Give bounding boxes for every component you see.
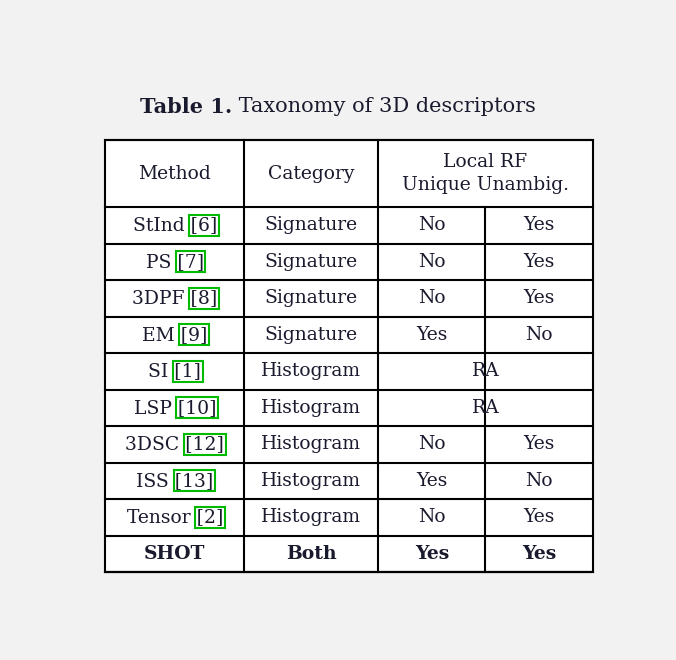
Text: SHOT: SHOT (144, 545, 206, 563)
Text: RA: RA (472, 399, 500, 417)
Text: EM [9]: EM [9] (142, 326, 208, 344)
Text: 3DSC [12]: 3DSC [12] (126, 436, 224, 453)
Text: No: No (525, 326, 553, 344)
Text: Yes: Yes (522, 545, 556, 563)
Text: Method: Method (139, 164, 212, 183)
Text: Yes: Yes (523, 216, 555, 234)
Text: Histogram: Histogram (262, 362, 361, 380)
Text: No: No (418, 289, 445, 308)
Text: Tensor [2]: Tensor [2] (126, 508, 223, 527)
Text: No: No (418, 253, 445, 271)
Text: No: No (418, 508, 445, 527)
Text: Signature: Signature (265, 253, 358, 271)
Text: Unique Unambig.: Unique Unambig. (402, 176, 569, 194)
Text: Both: Both (286, 545, 337, 563)
Text: Yes: Yes (523, 436, 555, 453)
Text: Yes: Yes (523, 289, 555, 308)
Text: PS [7]: PS [7] (146, 253, 204, 271)
Text: No: No (418, 216, 445, 234)
Text: Yes: Yes (415, 545, 449, 563)
Text: Yes: Yes (416, 326, 448, 344)
Text: RA: RA (472, 362, 500, 380)
Text: StInd [6]: StInd [6] (132, 216, 217, 234)
Text: Histogram: Histogram (262, 472, 361, 490)
Text: Signature: Signature (265, 216, 358, 234)
Text: 3DPF [8]: 3DPF [8] (132, 289, 218, 308)
Text: LSP [10]: LSP [10] (134, 399, 216, 417)
Text: Histogram: Histogram (262, 436, 361, 453)
Text: Histogram: Histogram (262, 399, 361, 417)
Text: Category: Category (268, 164, 354, 183)
Text: No: No (418, 436, 445, 453)
Text: Taxonomy of 3D descriptors: Taxonomy of 3D descriptors (232, 97, 536, 116)
Text: SI [1]: SI [1] (149, 362, 201, 380)
Text: No: No (525, 472, 553, 490)
Text: Yes: Yes (523, 253, 555, 271)
Text: Signature: Signature (265, 289, 358, 308)
Text: Table 1.: Table 1. (140, 97, 232, 117)
Text: Local RF: Local RF (443, 154, 527, 172)
Text: Yes: Yes (416, 472, 448, 490)
Text: Signature: Signature (265, 326, 358, 344)
Text: Yes: Yes (523, 508, 555, 527)
Text: Histogram: Histogram (262, 508, 361, 527)
Bar (105, 140, 593, 572)
Text: ISS [13]: ISS [13] (137, 472, 214, 490)
